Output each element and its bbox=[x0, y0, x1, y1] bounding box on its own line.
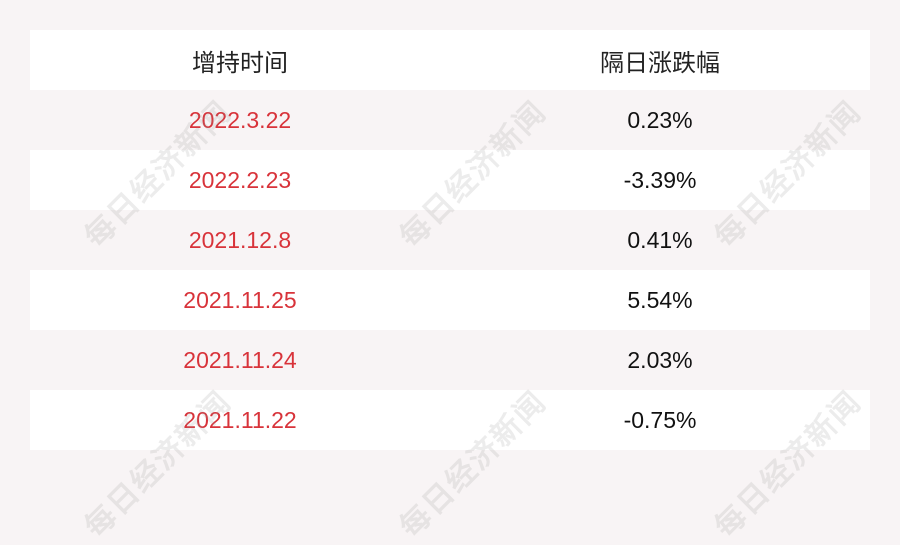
table-row: 2021.11.24 2.03% bbox=[30, 330, 870, 390]
date-cell: 2021.11.24 bbox=[183, 346, 297, 373]
table-row: 2022.3.22 0.23% bbox=[30, 90, 870, 150]
table-row: 2021.11.25 5.54% bbox=[30, 270, 870, 330]
data-table: 增持时间 隔日涨跌幅 2022.3.22 0.23% 2022.2.23 -3.… bbox=[30, 30, 870, 450]
date-cell: 2022.3.22 bbox=[188, 106, 292, 133]
date-cell: 2021.11.25 bbox=[183, 286, 297, 313]
date-cell: 2021.11.22 bbox=[183, 406, 297, 433]
change-cell: 0.23% bbox=[627, 106, 693, 133]
table-row: 2021.12.8 0.41% bbox=[30, 210, 870, 270]
change-cell: -0.75% bbox=[623, 406, 697, 433]
date-cell: 2022.2.23 bbox=[188, 166, 292, 193]
table-row: 2022.2.23 -3.39% bbox=[30, 150, 870, 210]
header-date: 增持时间 bbox=[192, 49, 288, 77]
change-cell: 5.54% bbox=[627, 286, 693, 313]
change-cell: 2.03% bbox=[627, 346, 693, 373]
change-cell: -3.39% bbox=[623, 166, 697, 193]
table-header: 增持时间 隔日涨跌幅 bbox=[30, 30, 870, 90]
change-cell: 0.41% bbox=[627, 226, 693, 253]
date-cell: 2021.12.8 bbox=[188, 226, 292, 253]
table-row: 2021.11.22 -0.75% bbox=[30, 390, 870, 450]
header-change: 隔日涨跌幅 bbox=[600, 49, 720, 77]
